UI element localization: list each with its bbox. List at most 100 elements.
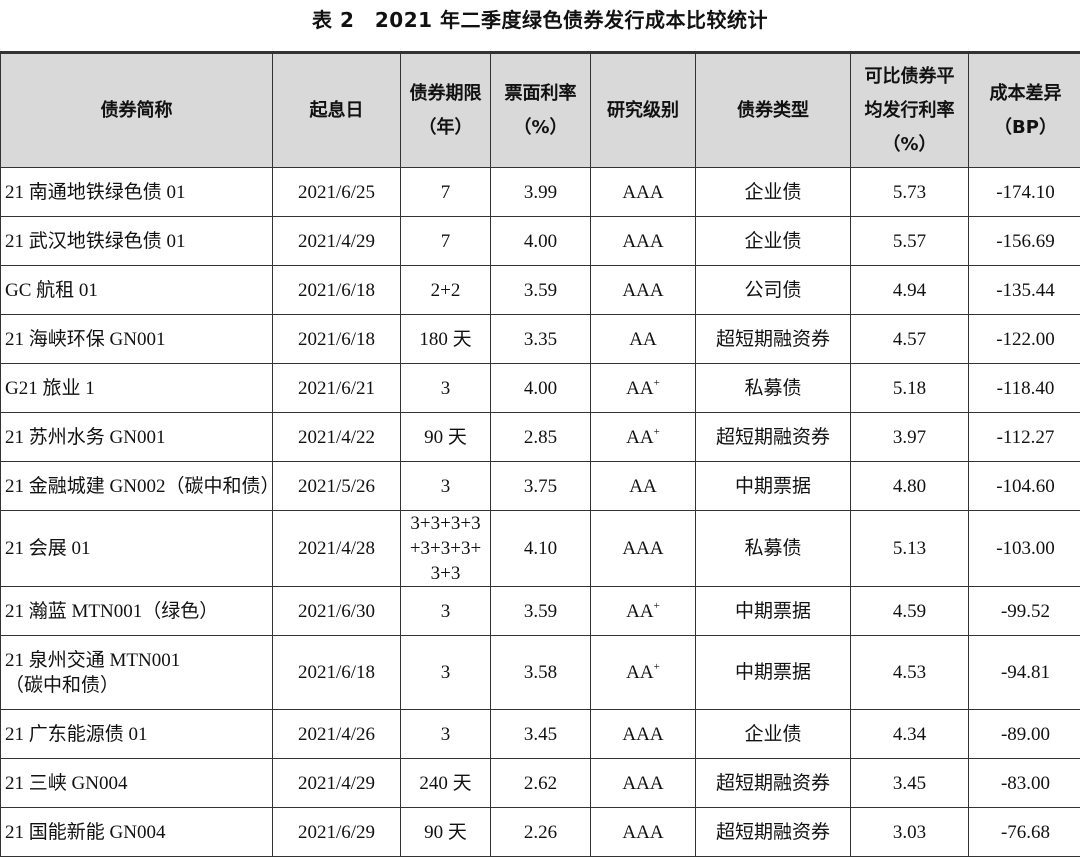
rating-text: AA — [626, 600, 654, 622]
rating-text: AAA — [622, 821, 664, 843]
coupon-cell: 3.75 — [490, 461, 591, 511]
table-row: 21 苏州水务 GN001 2021/4/22 90 天 2.85 AA+ 超短期融资券 3… — [0, 412, 1080, 462]
term-cell: 3 — [400, 363, 491, 413]
bond-name-cell: 21 武汉地铁绿色债 01 — [0, 216, 273, 266]
term-cell: 90 天 — [400, 807, 491, 857]
header-text: 研究级别 — [607, 99, 679, 121]
bond-name-cell: 21 广东能源债 01 — [0, 709, 273, 759]
rating-cell: AAA — [590, 265, 696, 315]
coupon-cell: 4.00 — [490, 363, 591, 413]
bond-name-cell: G21 旅业 1 — [0, 363, 273, 413]
coupon-cell: 2.85 — [490, 412, 591, 462]
table-row: 21 会展 01 2021/4/28 3+3+3+3 +3+3+3+ 3+3 4.10 AA… — [0, 510, 1080, 587]
bond-type-cell: 中期票据 — [695, 635, 851, 710]
header-rating: 研究级别 — [590, 52, 696, 168]
coupon-cell: 2.62 — [490, 758, 591, 808]
cost-diff-cell: -94.81 — [968, 635, 1080, 710]
table-row: 21 广东能源债 01 2021/4/26 3 3.45 AAA 企业债 4.34 -89.0… — [0, 709, 1080, 759]
term-cell: 90 天 — [400, 412, 491, 462]
start-date-cell: 2021/6/25 — [272, 167, 401, 217]
avg-rate-cell: 3.03 — [850, 807, 969, 857]
header-text: 起息日 — [309, 99, 364, 121]
rating-text: AAA — [622, 279, 664, 301]
rating-text: AAA — [622, 723, 664, 745]
avg-rate-cell: 4.94 — [850, 265, 969, 315]
table-row: 21 泉州交通 MTN001 （碳中和债） 2021/6/18 3 3.58 AA+ 中期票… — [0, 635, 1080, 710]
bond-type-cell: 企业债 — [695, 216, 851, 266]
coupon-cell: 4.00 — [490, 216, 591, 266]
avg-rate-cell: 3.97 — [850, 412, 969, 462]
coupon-cell: 3.59 — [490, 265, 591, 315]
cost-diff-cell: -89.00 — [968, 709, 1080, 759]
rating-modifier: + — [653, 661, 660, 673]
avg-rate-cell: 4.53 — [850, 635, 969, 710]
header-text: 票面利率（%） — [504, 82, 577, 138]
rating-cell: AA — [590, 461, 696, 511]
rating-modifier: + — [653, 376, 660, 389]
bond-type-cell: 超短期融资券 — [695, 758, 851, 808]
rating-cell: AAA — [590, 510, 696, 587]
coupon-cell: 3.58 — [490, 635, 591, 710]
rating-cell: AAA — [590, 807, 696, 857]
bond-type-cell: 中期票据 — [695, 586, 851, 636]
cost-diff-cell: -76.68 — [968, 807, 1080, 857]
header-cost-diff: 成本差异 （BP） — [968, 52, 1080, 168]
rating-text: AA — [626, 662, 654, 683]
bond-name-cell: GC 航租 01 — [0, 265, 273, 315]
table-row: GC 航租 01 2021/6/18 2+2 3.59 AAA 公司债 4.94 -135.4… — [0, 265, 1080, 315]
table-row: 21 三峡 GN004 2021/4/29 240 天 2.62 AAA 超短期融资券 3.… — [0, 758, 1080, 808]
term-cell: 2+2 — [400, 265, 491, 315]
table-row: 21 海峡环保 GN001 2021/6/18 180 天 3.35 AA 超短期融资券 4… — [0, 314, 1080, 364]
rating-text: AAA — [622, 772, 664, 794]
header-row: 债券简称 起息日 债券期限（年） 票面利率（%） 研究级别 债券类型 可比债券平 均发行利率 （… — [0, 52, 1080, 168]
start-date-cell: 2021/6/21 — [272, 363, 401, 413]
coupon-cell: 2.26 — [490, 807, 591, 857]
name-line: 21 泉州交通 MTN001 — [5, 649, 181, 671]
avg-rate-cell: 4.80 — [850, 461, 969, 511]
rating-text: AA — [626, 377, 654, 399]
name-line: （碳中和债） — [5, 674, 120, 696]
start-date-cell: 2021/4/28 — [272, 510, 401, 587]
term-line: 3+3+3+3 — [410, 513, 481, 534]
table-row: 21 金融城建 GN002（碳中和债） 2021/5/26 3 3.75 AA 中期票据 4… — [0, 461, 1080, 511]
table-row: G21 旅业 1 2021/6/21 3 4.00 AA+ 私募债 5.18 -118.40 — [0, 363, 1080, 413]
table-row: 21 国能新能 GN004 2021/6/29 90 天 2.26 AAA 超短期融资券 3… — [0, 807, 1080, 857]
rating-modifier: + — [653, 425, 660, 438]
rating-modifier: + — [653, 599, 660, 612]
rating-cell: AA+ — [590, 586, 696, 636]
header-term: 债券期限（年） — [400, 52, 491, 168]
cost-diff-cell: -104.60 — [968, 461, 1080, 511]
header-text: 债券简称 — [100, 99, 173, 121]
table-title: 表 2 2021 年二季度绿色债券发行成本比较统计 — [311, 8, 768, 32]
rating-text: AA — [626, 426, 654, 448]
header-avg-rate: 可比债券平 均发行利率 （%） — [850, 52, 969, 168]
rating-cell: AA+ — [590, 412, 696, 462]
rating-cell: AA+ — [590, 363, 696, 413]
bond-type-cell: 超短期融资券 — [695, 807, 851, 857]
cost-diff-cell: -135.44 — [968, 265, 1080, 315]
start-date-cell: 2021/6/18 — [272, 265, 401, 315]
start-date-cell: 2021/4/29 — [272, 216, 401, 266]
bond-type-cell: 私募债 — [695, 510, 851, 587]
cost-diff-cell: -156.69 — [968, 216, 1080, 266]
table-row: 21 南通地铁绿色债 01 2021/6/25 7 3.99 AAA 企业债 5.73 -17… — [0, 167, 1080, 217]
avg-rate-cell: 4.59 — [850, 586, 969, 636]
term-cell: 180 天 — [400, 314, 491, 364]
start-date-cell: 2021/6/30 — [272, 586, 401, 636]
bond-name-cell: 21 南通地铁绿色债 01 — [0, 167, 273, 217]
start-date-cell: 2021/4/29 — [272, 758, 401, 808]
header-text: 可比债券平 — [864, 65, 955, 87]
bond-type-cell: 企业债 — [695, 167, 851, 217]
term-cell: 7 — [400, 167, 491, 217]
cost-diff-cell: -112.27 — [968, 412, 1080, 462]
header-coupon: 票面利率（%） — [490, 52, 591, 168]
header-start-date: 起息日 — [272, 52, 401, 168]
term-cell: 3+3+3+3 +3+3+3+ 3+3 — [400, 510, 491, 587]
header-text: 债券期限（年） — [409, 82, 482, 138]
coupon-cell: 3.45 — [490, 709, 591, 759]
bond-name-cell: 21 苏州水务 GN001 — [0, 412, 273, 462]
term-cell: 7 — [400, 216, 491, 266]
term-line: +3+3+3+ — [409, 538, 482, 559]
coupon-cell: 3.59 — [490, 586, 591, 636]
term-cell: 3 — [400, 709, 491, 759]
